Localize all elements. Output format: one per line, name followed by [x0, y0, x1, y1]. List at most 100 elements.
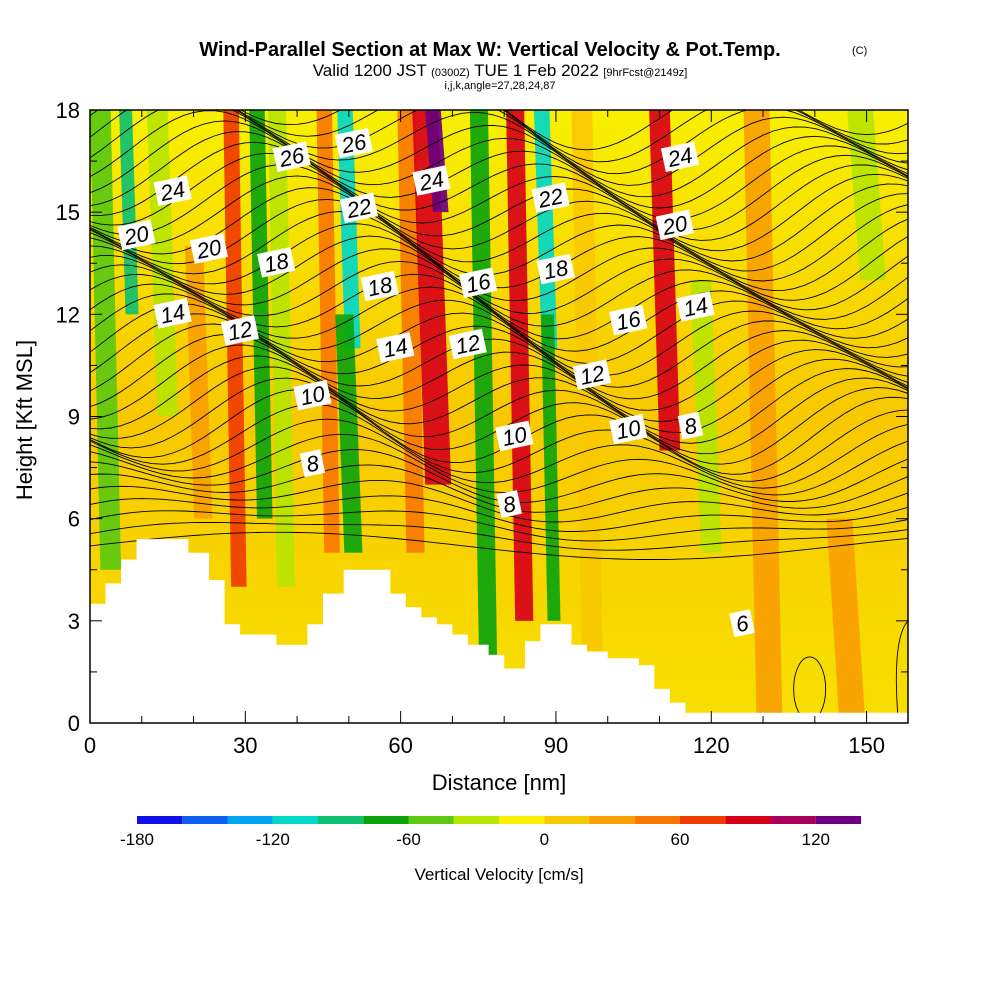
contour-label: 8	[299, 449, 326, 477]
contour-label-text: 24	[665, 142, 695, 172]
theta-contour	[90, 313, 908, 400]
theta-contour	[90, 175, 908, 262]
subtitle-date: TUE 1 Feb 2022	[474, 61, 599, 80]
contour-label-text: 10	[614, 415, 644, 445]
colorbar-tick-label: 0	[540, 830, 549, 849]
y-tick-label: 0	[68, 711, 80, 736]
theta-contour	[90, 418, 908, 489]
theta-contour	[90, 110, 908, 198]
contour-label: 14	[376, 332, 415, 363]
theta-contour	[90, 522, 908, 551]
theta-contour	[895, 620, 908, 713]
theta-contour	[90, 273, 908, 352]
colorbar-swatch	[499, 816, 545, 824]
contour-label-box	[536, 253, 575, 285]
colorbar-swatch	[770, 816, 816, 824]
colorbar-swatch	[589, 816, 635, 824]
subtitle-indices: i,j,k,angle=27,28,24,87	[444, 80, 555, 92]
theta-contour	[90, 260, 908, 340]
theta-contour	[90, 531, 908, 560]
velocity-band	[119, 110, 139, 315]
contour-label-text: 20	[659, 210, 690, 240]
colorbar-tick-label: 60	[671, 830, 690, 849]
contour-label-text: 18	[541, 255, 571, 285]
contour-label: 18	[257, 247, 296, 278]
contour-label-text: 26	[276, 142, 307, 172]
colorbar-swatch	[634, 816, 681, 824]
contour-label-text: 20	[193, 234, 224, 264]
theta-contour	[90, 198, 908, 282]
theta-contour	[90, 223, 908, 302]
contour-label-box	[153, 175, 192, 206]
velocity-band	[533, 110, 558, 349]
theta-contour	[90, 235, 908, 314]
contour-label-box	[458, 267, 498, 298]
contour-label-box	[293, 379, 332, 411]
theta-contour	[90, 344, 908, 433]
colorbar-tick-label: -180	[120, 830, 154, 849]
theta-contour	[90, 110, 908, 186]
contour-label: 10	[293, 379, 332, 411]
contour-label: 20	[189, 233, 229, 264]
y-tick-label: 3	[68, 609, 80, 634]
terrain-profile	[90, 539, 908, 723]
contour-label-box	[376, 332, 415, 363]
contour-label: 8	[496, 490, 522, 518]
y-tick-label: 9	[68, 405, 80, 430]
contour-label: 20	[117, 219, 156, 251]
colorbar-swatch	[363, 816, 409, 824]
theta-contour	[90, 120, 908, 209]
y-axis-label: Height [Kft MSL]	[12, 340, 37, 500]
contour-label: 14	[153, 298, 192, 329]
colorbar-swatch	[544, 816, 590, 824]
contour-label-box	[189, 233, 229, 264]
contour-label-box	[729, 609, 755, 638]
x-axis: 0 30 60 90 120 150	[84, 110, 885, 758]
theta-contour	[90, 366, 908, 455]
theta-contour	[90, 187, 908, 272]
contour-label-text: 10	[500, 421, 530, 451]
theta-contour	[90, 131, 908, 220]
contour-label-box	[339, 192, 379, 224]
contour-label-box	[334, 127, 373, 159]
contour-label: 10	[495, 420, 534, 452]
contour-label-text: 12	[225, 316, 254, 346]
theta-contour	[90, 293, 908, 376]
contour-label-text: 22	[344, 194, 374, 224]
contour-label-box	[412, 165, 451, 196]
contour-label: 6	[729, 609, 755, 638]
colorbar-swatch	[137, 816, 183, 824]
theta-contour	[90, 479, 908, 523]
contour-label: 18	[536, 253, 575, 285]
contour-label-text: 14	[158, 299, 187, 329]
contour-label: 22	[339, 192, 379, 224]
colorbar-swatch	[680, 816, 726, 824]
contour-label-box	[531, 182, 570, 213]
x-tick-label: 120	[693, 733, 730, 758]
velocity-band	[337, 110, 361, 349]
contour-label: 24	[412, 165, 451, 196]
theta-contour	[90, 248, 908, 327]
velocity-band	[316, 110, 340, 553]
contour-label-text: 10	[298, 381, 328, 411]
contour-label-text: 20	[121, 221, 152, 251]
contour-label-text: 18	[365, 272, 395, 302]
velocity-band	[743, 110, 783, 723]
colorbar-swatch	[227, 816, 273, 824]
contour-label-box	[153, 298, 192, 329]
contour-label-text: 24	[416, 166, 446, 196]
contour-label-box	[495, 420, 534, 452]
contour-label: 12	[572, 359, 612, 390]
contour-label: 22	[531, 182, 570, 213]
y-tick-label: 18	[56, 98, 80, 123]
y-tick-label: 6	[68, 507, 80, 532]
contour-label-box	[360, 270, 399, 302]
theta-contour	[90, 495, 908, 532]
contour-label-box	[220, 315, 260, 346]
contour-label-text: 12	[578, 360, 607, 390]
contour-label-box	[272, 141, 311, 172]
x-tick-label: 90	[544, 733, 568, 758]
theta-contour	[90, 355, 908, 444]
contour-label: 16	[609, 304, 648, 336]
